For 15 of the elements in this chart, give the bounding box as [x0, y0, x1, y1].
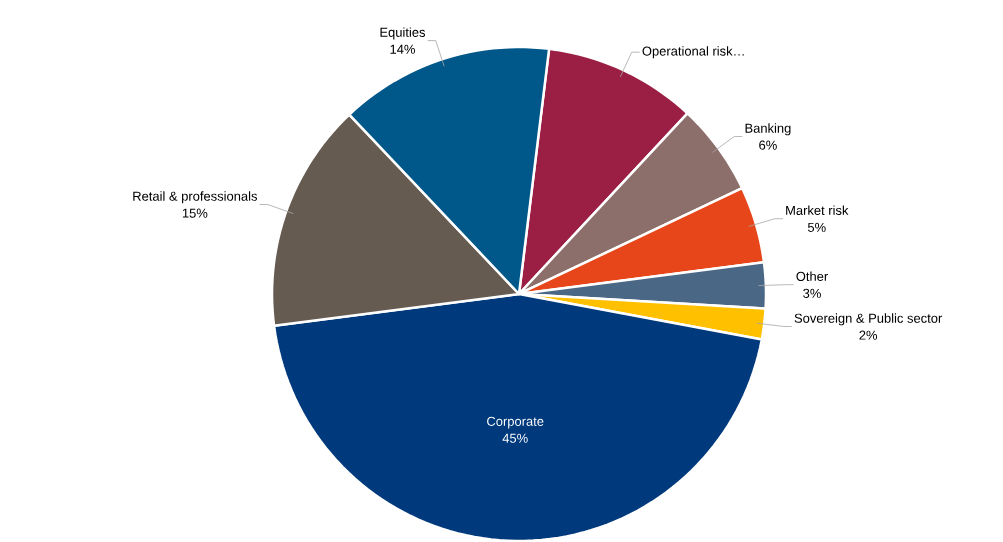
data-label: 14%: [390, 44, 415, 54]
slice-label: Retail & professionals: [133, 191, 258, 204]
slice-label: Banking: [745, 123, 791, 136]
data-label: 6%: [759, 140, 777, 150]
slice-label: Equities: [380, 27, 426, 40]
slice-label: Other: [796, 271, 828, 281]
data-label: 45%: [502, 433, 528, 443]
slice-label: Operational risk…: [642, 46, 744, 59]
slice-label: Corporate: [487, 416, 544, 429]
data-label: 5%: [807, 222, 826, 232]
slice-label: Market risk: [786, 205, 849, 215]
slice-label: Sovereign & Public sector: [794, 313, 943, 326]
data-label: 3%: [803, 288, 821, 298]
data-label: 15%: [182, 208, 208, 218]
data-label: 2%: [859, 330, 878, 340]
